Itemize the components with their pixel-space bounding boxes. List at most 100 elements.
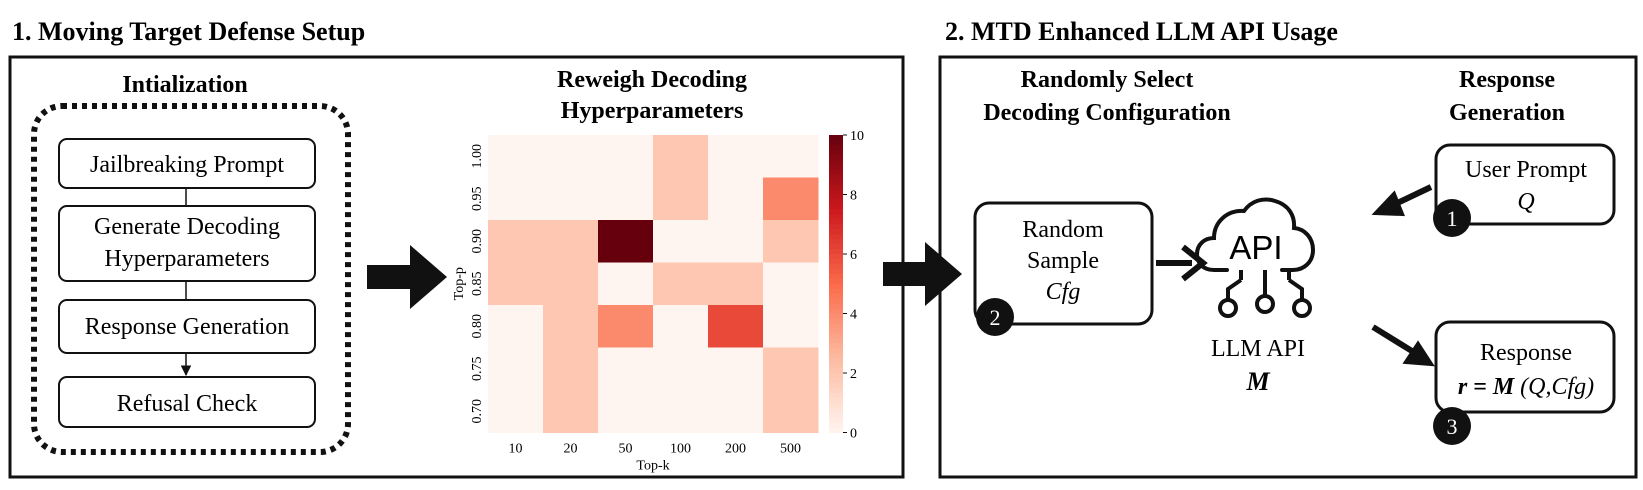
colorbar-segment: [829, 139, 843, 146]
heatmap-cell: [598, 262, 654, 306]
colorbar-segment: [829, 249, 843, 255]
colorbar-tick-label: 0: [850, 427, 857, 442]
section2-title: 2. MTD Enhanced LLM API Usage: [945, 17, 1338, 46]
colorbar-tick-label: 6: [850, 248, 857, 263]
heatmap-cell: [763, 347, 819, 391]
random-sample-cfg: Cfg: [1046, 279, 1081, 305]
step-generate-decoding-label-2: Hyperparameters: [104, 246, 269, 272]
random-sample-line1: Random: [1022, 217, 1104, 243]
colorbar-tick-label: 8: [850, 189, 857, 204]
api-icon-text: API: [1229, 229, 1282, 266]
heatmap-cell: [598, 135, 654, 178]
arrow-sample-to-api-head: [1181, 244, 1208, 282]
colorbar-tick-label: 2: [850, 367, 857, 382]
heatmap-cell: [708, 262, 764, 306]
reweigh-title-2: Hyperparameters: [561, 98, 744, 124]
colorbar-segment: [829, 308, 843, 315]
colorbar-segment: [829, 268, 843, 275]
heatmap-cell: [653, 390, 709, 433]
heatmap-cell: [763, 177, 819, 221]
llm-api-label: LLM API: [1211, 336, 1305, 362]
colorbar-segment: [829, 363, 843, 369]
colorbar-segment: [829, 219, 843, 225]
colorbar-segment: [829, 199, 843, 206]
init-title: Intialization: [122, 72, 247, 98]
heatmap-cell: [488, 305, 544, 348]
colorbar-segment: [829, 244, 843, 250]
colorbar-segment: [829, 373, 843, 379]
response-box: [1434, 320, 1616, 414]
heatmap-cell: [543, 262, 599, 306]
section1-title: 1. Moving Target Defense Setup: [12, 17, 365, 46]
heatmap: 10 20 50 100 200 5001.000.950.900.850.800.750…: [452, 129, 864, 474]
colorbar-segment: [829, 368, 843, 374]
heatmap-x-tick-label: 10: [509, 442, 523, 457]
heatmap-cell: [708, 305, 764, 348]
colorbar-segment: [829, 382, 843, 389]
heatmap-cell: [708, 390, 764, 433]
badge-3: 3: [1447, 414, 1458, 439]
heatmap-cell: [708, 177, 764, 221]
colorbar-segment: [829, 258, 843, 265]
colorbar-segment: [829, 224, 843, 230]
colorbar-segment: [829, 318, 843, 325]
response-gen-title-2: Generation: [1449, 100, 1565, 126]
heatmap-cell: [598, 177, 654, 221]
arrow-prompt-to-api-head: [1371, 190, 1406, 217]
colorbar-segment: [829, 427, 843, 434]
random-sample-box: [973, 201, 1154, 326]
init-dotted-container: [31, 103, 351, 455]
select-title-2: Decoding Configuration: [983, 100, 1230, 126]
colorbar-segment: [829, 174, 843, 181]
response-formula-bold: r = M: [1458, 374, 1516, 400]
colorbar-segment: [829, 328, 843, 334]
heatmap-cell: [653, 347, 709, 391]
colorbar-segment: [829, 278, 843, 285]
step-generate-decoding-label: Generate Decoding: [94, 214, 280, 240]
response-line1: Response: [1480, 340, 1572, 366]
heatmap-cell: [488, 220, 544, 263]
user-prompt-q: Q: [1517, 189, 1534, 215]
heatmap-cell: [763, 135, 819, 178]
colorbar-tick-label: 4: [850, 308, 857, 323]
colorbar-segment: [829, 397, 843, 404]
colorbar-segment: [829, 273, 843, 280]
colorbar-segment: [829, 184, 843, 191]
heatmap-cell: [653, 262, 709, 306]
heatmap-cell: [763, 390, 819, 433]
step-jailbreaking-prompt-label: Jailbreaking Prompt: [90, 152, 284, 178]
heatmap-cell: [763, 220, 819, 263]
colorbar-segment: [829, 412, 843, 419]
colorbar-segment: [829, 348, 843, 354]
heatmap-cell: [488, 177, 544, 221]
heatmap-x-tick-label: 20: [564, 442, 578, 457]
heatmap-cell: [543, 390, 599, 433]
heatmap-cell: [488, 390, 544, 433]
heatmap-cell: [488, 135, 544, 178]
colorbar-segment: [829, 234, 843, 240]
heatmap-y-tick-label: 0.90: [470, 229, 485, 254]
colorbar-segment: [829, 422, 843, 429]
colorbar-segment: [829, 338, 843, 344]
heatmap-x-tick-label: 50: [619, 442, 633, 457]
big-arrow-2: [883, 242, 962, 306]
badge-1-circle: [1433, 199, 1471, 237]
colorbar-segment: [829, 229, 843, 235]
reweigh-title-1: Reweigh Decoding: [557, 67, 747, 93]
big-arrow-1: [367, 245, 447, 309]
badge-2-circle: [976, 298, 1014, 336]
response-formula-italic: (Q,Cfg): [1520, 374, 1594, 400]
heatmap-cell: [653, 220, 709, 263]
colorbar-segment: [829, 358, 843, 364]
heatmap-y-axis-label: Top-p: [452, 267, 467, 300]
heatmap-cell: [543, 347, 599, 391]
random-sample-line2: Sample: [1027, 248, 1099, 274]
heatmap-cell: [763, 305, 819, 348]
badge-2: 2: [990, 305, 1001, 330]
heatmap-cell: [653, 135, 709, 178]
heatmap-cell: [708, 347, 764, 391]
colorbar-segment: [829, 209, 843, 215]
heatmap-x-tick-label: 100: [670, 442, 691, 457]
colorbar-segment: [829, 298, 843, 305]
